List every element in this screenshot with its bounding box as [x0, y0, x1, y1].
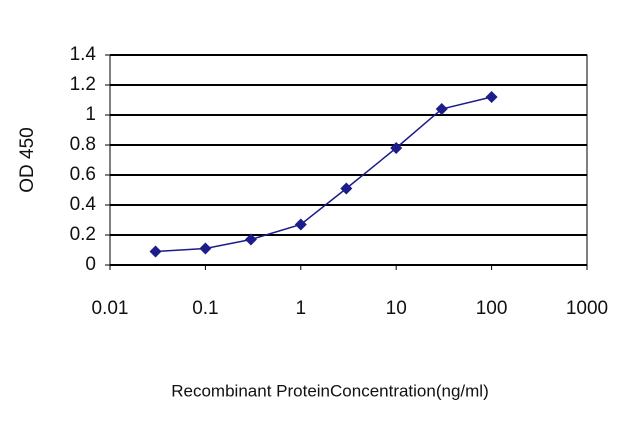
x-tick-label: 0.01: [92, 298, 129, 319]
data-point: [244, 233, 257, 246]
y-tick-label: 0.6: [70, 164, 96, 185]
x-tick-label: 0.1: [192, 298, 218, 319]
data-point: [199, 242, 212, 255]
y-axis-label: OD 450: [17, 127, 38, 192]
y-tick-label: 0.8: [70, 134, 96, 155]
data-point: [485, 91, 498, 103]
y-tick-label: 0.4: [70, 194, 97, 215]
y-tick-label: 0: [85, 254, 96, 275]
y-tick-label: 1.4: [70, 44, 97, 65]
x-tick-label: 1: [296, 298, 307, 319]
data-point: [294, 218, 307, 231]
y-tick-label: 1.2: [70, 74, 96, 95]
data-point: [340, 182, 353, 195]
plot-area: [109, 54, 588, 266]
x-tick-label: 10: [386, 298, 407, 319]
y-tick-label: 1: [85, 104, 96, 125]
data-point: [435, 103, 448, 115]
data-point: [149, 245, 162, 258]
x-tick-label: 100: [476, 298, 508, 319]
data-line: [155, 96, 492, 253]
x-axis-label: Recombinant ProteinConcentration(ng/ml): [171, 381, 489, 400]
x-tick-label: 1000: [566, 298, 608, 319]
y-tick-label: 0.2: [70, 224, 96, 245]
data-point: [390, 142, 403, 154]
